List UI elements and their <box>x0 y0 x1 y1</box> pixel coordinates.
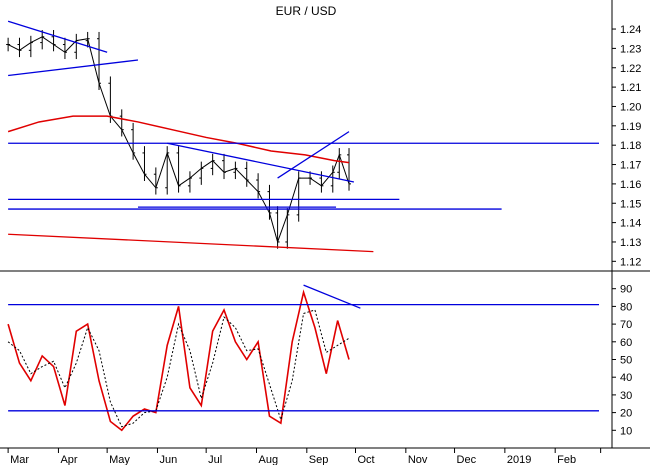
x-tick-label: Apr <box>60 454 77 465</box>
y-tick-label: 1.16 <box>620 179 641 191</box>
trendline <box>8 59 139 77</box>
chart-frame <box>0 0 650 449</box>
x-tick-label: Feb <box>557 454 576 465</box>
price-series <box>6 30 352 249</box>
trendline <box>7 20 108 53</box>
trendline <box>8 233 374 253</box>
signal-line <box>7 309 350 428</box>
trendline <box>303 284 361 309</box>
y-tick-label: 1.17 <box>620 160 641 172</box>
y-tick-label: 1.20 <box>620 101 641 113</box>
x-tick-label: Aug <box>258 454 278 465</box>
y-tick-label: 20 <box>620 408 632 420</box>
trendline <box>277 131 350 179</box>
y-tick-label: 1.24 <box>620 24 641 36</box>
trendline <box>167 142 355 183</box>
price-close-line <box>7 36 350 244</box>
y-tick-label: 1.15 <box>620 198 641 210</box>
y-tick-label: 1.13 <box>620 237 641 249</box>
y-tick-label: 1.18 <box>620 140 641 152</box>
moving-average-line <box>7 115 350 164</box>
x-tick-label: Dec <box>457 454 477 465</box>
oscillator-line <box>7 289 350 432</box>
x-tick-label: Nov <box>408 454 428 465</box>
y-tick-label: 40 <box>620 372 632 384</box>
oscillator-panel <box>7 284 600 432</box>
x-tick-label: 2019 <box>507 454 531 465</box>
y-tick-label: 1.23 <box>620 43 641 55</box>
y-tick-label: 60 <box>620 337 632 349</box>
x-tick-label: May <box>109 454 130 465</box>
chart-title: EUR / USD <box>276 4 337 18</box>
y-tick-label: 10 <box>620 425 632 437</box>
y-tick-label: 1.19 <box>620 121 641 133</box>
y-tick-label: 90 <box>620 284 632 296</box>
price-panel <box>6 20 600 253</box>
y-tick-label: 1.21 <box>620 82 641 94</box>
axis-ticks: 1.12 1.13 1.14 1.15 1.16 1.17 1.18 1.19 1.20 1.21… <box>612 24 641 437</box>
y-tick-label: 70 <box>620 319 632 331</box>
y-tick-label: 1.14 <box>620 218 641 230</box>
y-tick-label: 1.22 <box>620 63 641 75</box>
x-tick-label: Jun <box>159 454 177 465</box>
x-axis: Mar Apr May Jun Jul Aug Sep Oct Nov Dec 2019 Feb <box>7 448 602 466</box>
y-tick-label: 30 <box>620 390 632 402</box>
x-tick-label: Oct <box>358 454 375 465</box>
y-tick-label: 80 <box>620 301 632 313</box>
y-tick-label: 1.12 <box>620 256 641 268</box>
x-tick-label: Sep <box>309 454 329 465</box>
y-tick-label: 50 <box>620 355 632 367</box>
x-tick-label: Jul <box>208 454 222 465</box>
x-tick-label: Mar <box>10 454 29 465</box>
